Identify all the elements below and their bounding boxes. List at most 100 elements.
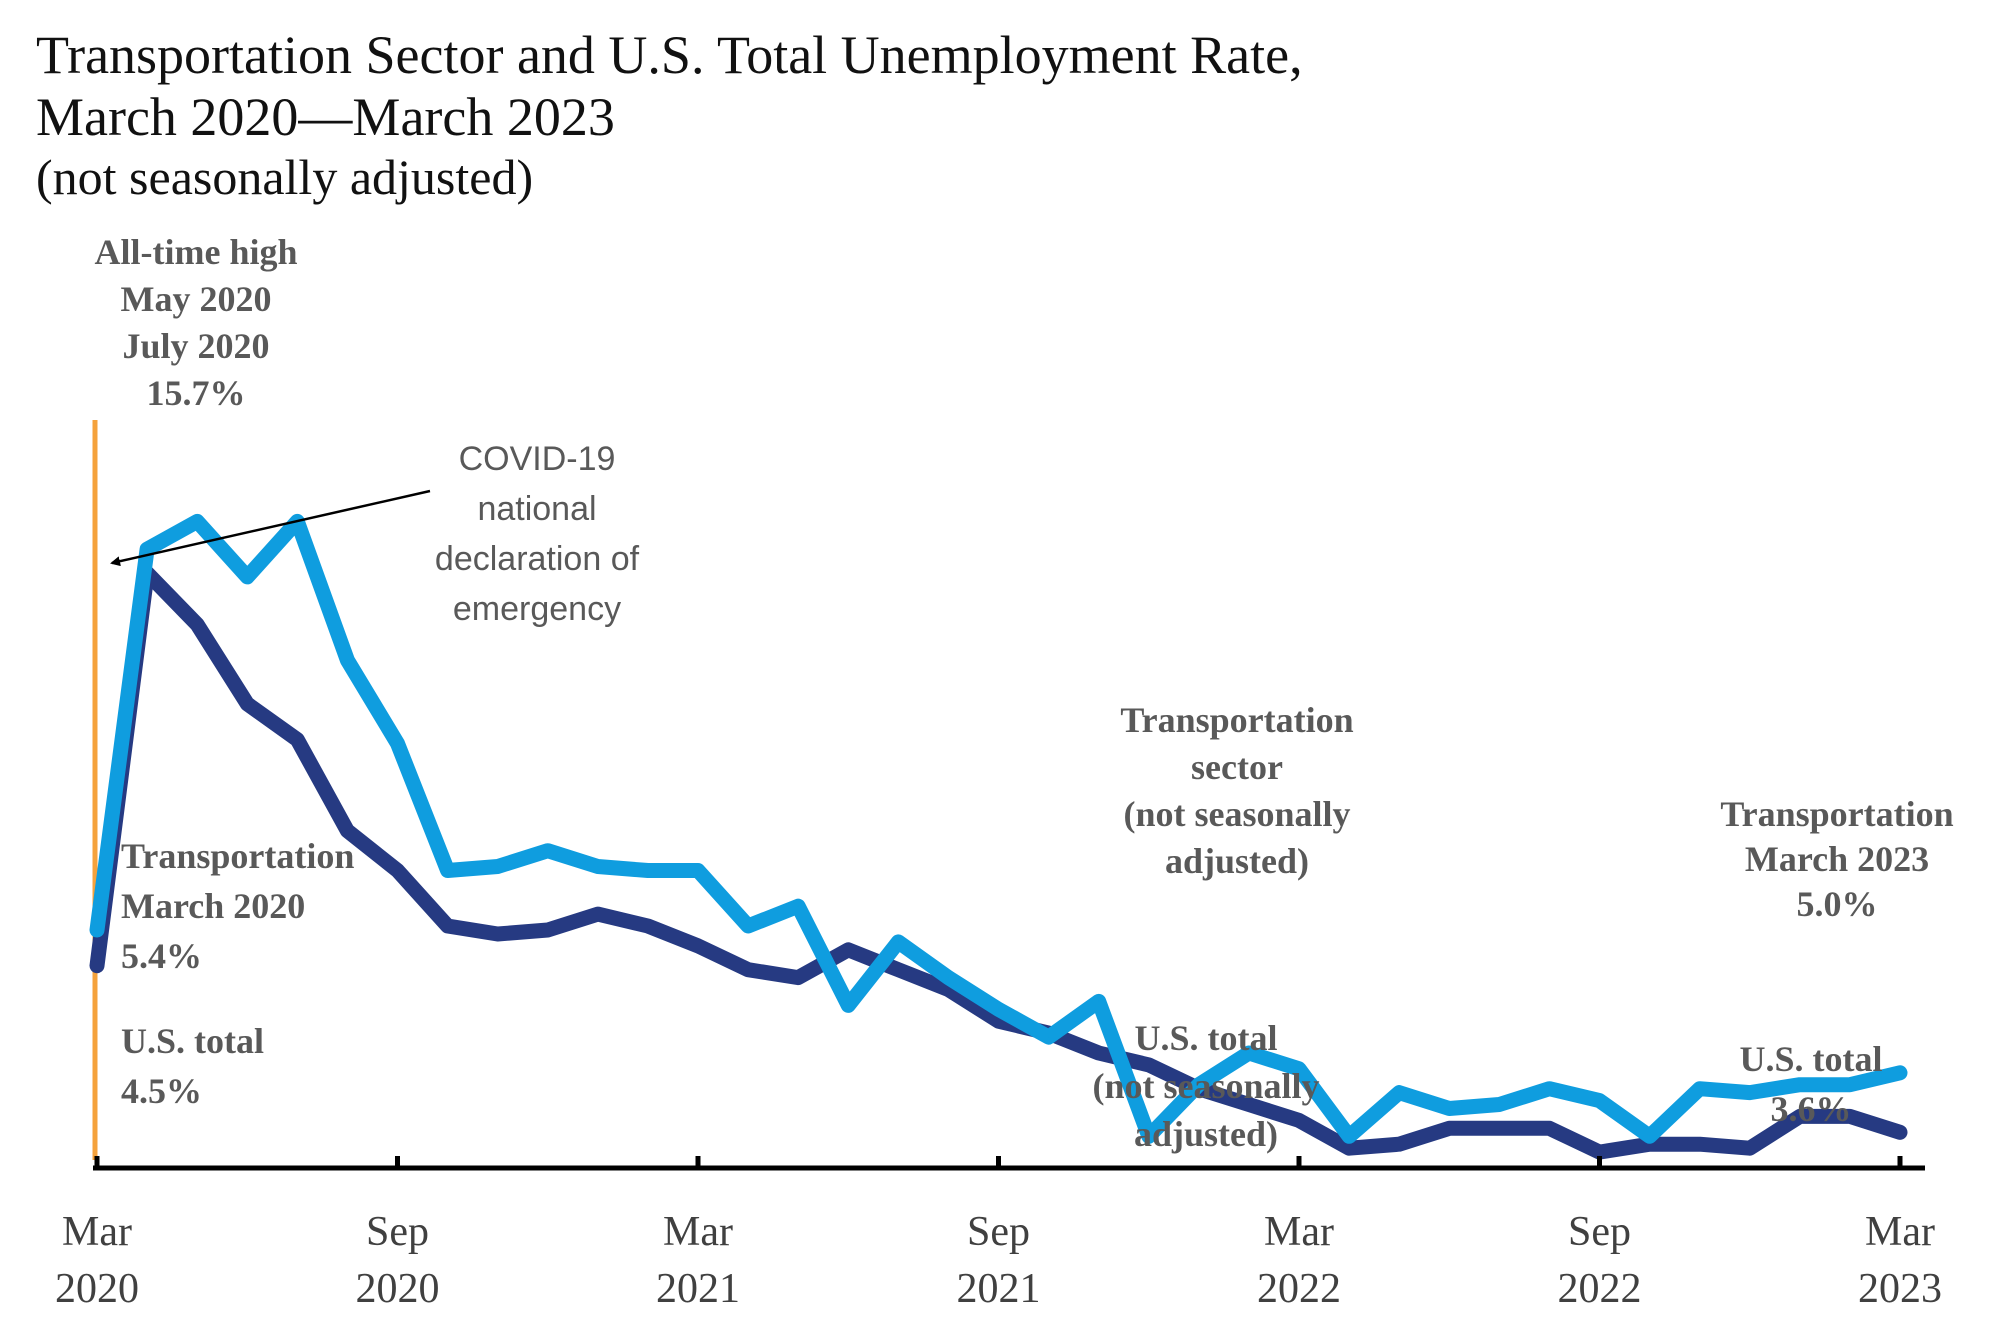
data-point — [447, 869, 449, 871]
annotation-peak: All-time high May 2020 July 2020 15.7% — [95, 232, 298, 413]
data-point — [1849, 1084, 1851, 1086]
data-point — [1098, 1052, 1100, 1054]
data-point — [1899, 1072, 1901, 1074]
data-point — [397, 869, 398, 871]
data-point — [1649, 1143, 1651, 1145]
data-point — [597, 913, 599, 915]
annotation-us-total-start-line: 4.5% — [121, 1071, 202, 1111]
chart-subtitle: (not seasonally adjusted) — [36, 149, 534, 205]
annotation-us-total-end-line: U.S. total — [1740, 1039, 1883, 1079]
annotation-transportation-series-line: sector — [1191, 747, 1283, 787]
annotation-transportation-start-line: March 2020 — [121, 886, 305, 926]
data-point — [296, 739, 298, 741]
series-line-transportation — [89, 513, 1908, 1144]
annotation-covid-line: COVID-19 — [459, 440, 616, 478]
data-point — [1298, 1068, 1300, 1070]
data-point — [1398, 1143, 1400, 1145]
data-point — [747, 925, 749, 927]
annotation-peak-line: July 2020 — [122, 326, 269, 366]
x-tick-label: 2020 — [356, 1266, 440, 1312]
annotation-transportation-start: Transportation March 2020 5.4% — [121, 836, 354, 976]
annotation-transportation-start-line: 5.4% — [121, 936, 202, 976]
annotation-transportation-series: Transportation sector (not seasonally adjus… — [1120, 700, 1353, 881]
data-point — [797, 905, 799, 907]
x-tick-label: 2023 — [1858, 1266, 1942, 1312]
data-point — [1749, 1147, 1751, 1149]
data-point — [1348, 1147, 1350, 1149]
series-layer — [89, 513, 1908, 1160]
data-point — [1799, 1084, 1801, 1086]
data-point — [447, 925, 449, 927]
data-point — [1649, 1135, 1651, 1137]
annotation-covid-line: emergency — [453, 590, 621, 628]
data-point — [1248, 1104, 1250, 1106]
data-point — [647, 925, 649, 927]
x-tick-label: 2021 — [957, 1266, 1041, 1312]
x-tick-label: Sep — [366, 1209, 429, 1255]
x-tick-label: 2021 — [656, 1266, 740, 1312]
annotation-transportation-series-line: adjusted) — [1165, 841, 1309, 881]
data-point — [1599, 1151, 1600, 1153]
data-point — [1048, 1036, 1050, 1038]
data-point — [1548, 1088, 1550, 1090]
data-point — [597, 866, 599, 868]
annotation-covid-line: declaration of — [435, 540, 640, 578]
data-point — [897, 969, 899, 971]
annotation-us-total-start-line: U.S. total — [121, 1021, 264, 1061]
data-point — [497, 933, 499, 935]
data-point — [1799, 1115, 1801, 1117]
data-point — [146, 548, 148, 550]
data-point — [1699, 1143, 1701, 1145]
data-point — [998, 1020, 999, 1022]
data-point — [1148, 1064, 1150, 1066]
x-tick-label: 2020 — [55, 1266, 139, 1312]
annotation-transportation-start-line: Transportation — [121, 836, 354, 876]
annotation-peak-line: All-time high — [95, 232, 298, 272]
data-point — [1448, 1127, 1450, 1129]
data-point — [1348, 1135, 1350, 1137]
data-point — [747, 969, 749, 971]
chart-title-line2: March 2020—March 2023 — [36, 87, 615, 147]
annotation-us-total-start: U.S. total 4.5% — [121, 1021, 264, 1111]
data-point — [1498, 1104, 1500, 1106]
data-point — [1248, 1052, 1250, 1054]
x-tick-label: Mar — [62, 1209, 132, 1255]
data-point — [397, 743, 398, 745]
x-tick-label: 2022 — [1257, 1266, 1341, 1312]
annotation-peak-line: May 2020 — [121, 279, 272, 319]
data-point — [1398, 1092, 1400, 1094]
data-point — [847, 1004, 849, 1006]
data-point — [497, 866, 499, 868]
annotation-transportation-end-line: Transportation — [1720, 794, 1953, 834]
chart-title-block: Transportation Sector and U.S. Total Une… — [36, 24, 1303, 206]
annotation-transportation-end-line: March 2023 — [1745, 839, 1929, 879]
annotation-transportation-series-line: Transportation — [1120, 700, 1353, 740]
data-point — [1298, 1119, 1300, 1121]
x-tick-label: Mar — [1865, 1209, 1935, 1255]
data-point — [346, 830, 348, 832]
data-point — [96, 965, 98, 967]
data-point — [1749, 1092, 1751, 1094]
annotation-transportation-end: Transportation March 2023 5.0% — [1720, 794, 1953, 924]
series-line-us-total — [89, 565, 1908, 1160]
annotation-layer: All-time high May 2020 July 2020 15.7% COVID… — [95, 232, 1954, 1154]
data-point — [697, 945, 699, 947]
data-point — [897, 941, 899, 943]
x-tick-label: Mar — [1264, 1209, 1334, 1255]
annotation-us-total-series-line: (not seasonally — [1092, 1066, 1319, 1106]
data-point — [1849, 1115, 1851, 1117]
data-point — [547, 850, 549, 852]
data-point — [196, 520, 198, 522]
data-point — [697, 869, 699, 871]
annotation-us-total-end: U.S. total 3.6% — [1740, 1039, 1883, 1129]
annotation-transportation-end-line: 5.0% — [1797, 884, 1878, 924]
x-axis: Mar 2020 Sep 2020 Mar 2021 Sep 2021 Mar 2022 Sep 20… — [55, 1156, 1942, 1312]
annotation-us-total-end-line: 3.6% — [1771, 1089, 1852, 1129]
data-point — [1699, 1088, 1701, 1090]
data-point — [96, 929, 98, 931]
x-tick-label: Sep — [967, 1209, 1030, 1255]
data-point — [1448, 1107, 1450, 1109]
x-tick-label: 2022 — [1558, 1266, 1642, 1312]
data-point — [1098, 1000, 1100, 1002]
